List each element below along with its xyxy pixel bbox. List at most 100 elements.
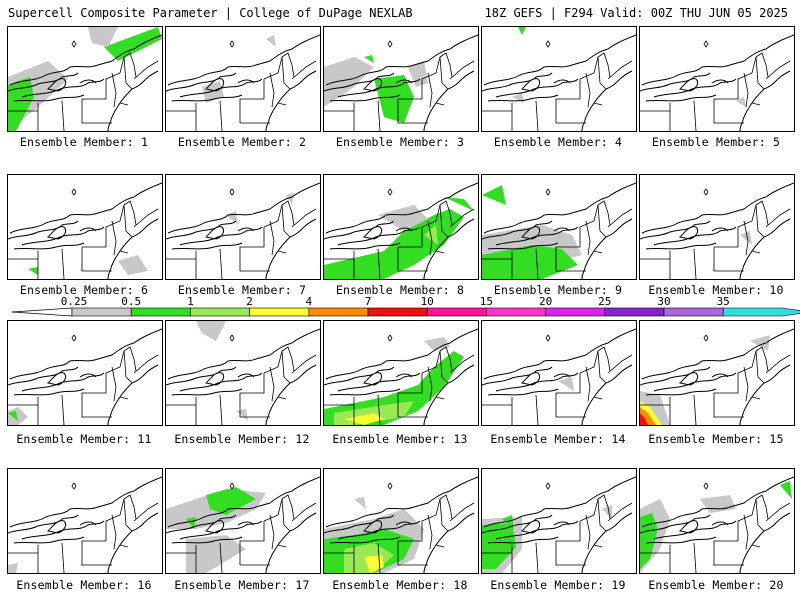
- ensemble-member-8-map: [323, 174, 479, 280]
- colorbar-segment: [426, 307, 487, 317]
- scp-shading: [28, 267, 38, 275]
- ensemble-member-label: Ensemble Member: 5: [651, 135, 781, 149]
- scp-shading: [482, 523, 516, 569]
- ensemble-member-label: Ensemble Member: 4: [493, 135, 623, 149]
- colorbar: 0.25 0.5 1 2 4 7 10 15 20 25 30 35: [11, 296, 800, 317]
- scp-shading: [482, 185, 506, 205]
- ensemble-member-1-map: [7, 26, 163, 132]
- scp-shading: [378, 205, 428, 231]
- title-left: Supercell Composite Parameter | College …: [8, 6, 413, 20]
- ensemble-member-label: Ensemble Member: 11: [16, 432, 152, 446]
- ensemble-member-11-map: [7, 320, 163, 426]
- ensemble-member-label: Ensemble Member: 6: [19, 283, 149, 297]
- ensemble-member-label: Ensemble Member: 12: [174, 432, 310, 446]
- colorbar-segment: [545, 307, 606, 317]
- ensemble-member-13-map: [323, 320, 479, 426]
- scp-shading: [780, 481, 792, 499]
- scp-shading: [206, 487, 256, 515]
- colorbar-segment: [486, 307, 546, 317]
- scp-shading: [236, 409, 248, 421]
- scp-shading: [324, 351, 464, 425]
- colorbar-segment: [663, 307, 724, 317]
- colorbar-tick-label: 2: [246, 296, 253, 308]
- colorbar-tick-label: 1: [187, 296, 194, 308]
- ensemble-member-label: Ensemble Member: 15: [648, 432, 784, 446]
- scp-shading: [408, 61, 428, 87]
- title-right: 18Z GEFS | F294 Valid: 00Z THU JUN 05 20…: [484, 6, 788, 20]
- colorbar-segment: [190, 307, 250, 317]
- ensemble-member-label: Ensemble Member: 2: [177, 135, 307, 149]
- ensemble-member-label: Ensemble Member: 17: [174, 578, 310, 592]
- scp-shading: [518, 27, 526, 35]
- scp-shading: [700, 495, 736, 513]
- scp-shading: [186, 535, 246, 573]
- ensemble-member-4-map: [481, 26, 637, 132]
- scp-shading: [512, 93, 524, 103]
- ensemble-member-2-map: [165, 26, 321, 132]
- scp-shading: [750, 335, 770, 351]
- ensemble-member-12-map: [165, 320, 321, 426]
- colorbar-tick-label: 15: [480, 296, 493, 308]
- ensemble-member-label: Ensemble Member: 3: [335, 135, 465, 149]
- ensemble-member-17-map: [165, 468, 321, 574]
- scp-shading: [558, 377, 574, 391]
- ensemble-member-label: Ensemble Member: 14: [490, 432, 626, 446]
- scp-shading: [602, 505, 612, 519]
- scp-shading: [740, 231, 752, 245]
- ensemble-member-5-map: [639, 26, 795, 132]
- scp-shading: [482, 245, 578, 279]
- scp-shading: [104, 27, 162, 61]
- colorbar-segment: [130, 307, 191, 317]
- ensemble-member-19-map: [481, 468, 637, 574]
- colorbar-tick-label: 10: [421, 296, 434, 308]
- colorbar-tick-label: 0.25: [61, 296, 88, 308]
- scp-shading: [364, 55, 374, 63]
- colorbar-tick-label: 0.5: [121, 296, 141, 308]
- colorbar-segment: [722, 307, 800, 317]
- scp-shading: [8, 407, 28, 425]
- colorbar-low-end: [11, 307, 73, 317]
- ensemble-member-label: Ensemble Member: 16: [16, 578, 152, 592]
- ensemble-member-label: Ensemble Member: 18: [332, 578, 468, 592]
- ensemble-member-18-map: [323, 468, 479, 574]
- colorbar-segment: [249, 307, 310, 317]
- ensemble-member-15-map: [639, 320, 795, 426]
- scp-shading: [8, 77, 34, 131]
- scp-shading: [118, 255, 148, 275]
- scp-shading: [202, 81, 224, 103]
- colorbar-tick-label: 30: [657, 296, 670, 308]
- scp-shading: [88, 27, 118, 47]
- scp-shading: [186, 517, 196, 529]
- ensemble-member-label: Ensemble Member: 19: [490, 578, 626, 592]
- ensemble-member-label: Ensemble Member: 10: [648, 283, 784, 297]
- scp-shading: [196, 321, 226, 341]
- colorbar-tick-label: 35: [717, 296, 730, 308]
- ensemble-member-20-map: [639, 468, 795, 574]
- scp-shading: [640, 413, 648, 425]
- ensemble-member-10-map: [639, 174, 795, 280]
- colorbar-tick-label: 25: [598, 296, 611, 308]
- ensemble-member-label: Ensemble Member: 9: [493, 283, 623, 297]
- colorbar-segment: [308, 307, 369, 317]
- ensemble-member-label: Ensemble Member: 20: [648, 578, 784, 592]
- colorbar-segment: [71, 307, 132, 317]
- scp-shading: [324, 57, 374, 107]
- colorbar-tick-label: 7: [365, 296, 372, 308]
- colorbar-segment: [367, 307, 428, 317]
- ensemble-member-16-map: [7, 468, 163, 574]
- scp-shading: [8, 563, 18, 573]
- scp-shading: [502, 515, 514, 529]
- scp-shading: [354, 497, 366, 509]
- ensemble-member-label: Ensemble Member: 13: [332, 432, 468, 446]
- scp-shading: [266, 35, 276, 47]
- scp-shading: [286, 193, 294, 205]
- colorbar-tick-label: 20: [539, 296, 552, 308]
- scp-shading: [640, 513, 658, 569]
- ensemble-member-7-map: [165, 174, 321, 280]
- ensemble-member-label: Ensemble Member: 7: [177, 283, 307, 297]
- scp-shading: [424, 337, 450, 351]
- ensemble-member-3-map: [323, 26, 479, 132]
- colorbar-tick-label: 4: [305, 296, 312, 308]
- ensemble-member-label: Ensemble Member: 1: [19, 135, 149, 149]
- ensemble-member-label: Ensemble Member: 8: [335, 283, 465, 297]
